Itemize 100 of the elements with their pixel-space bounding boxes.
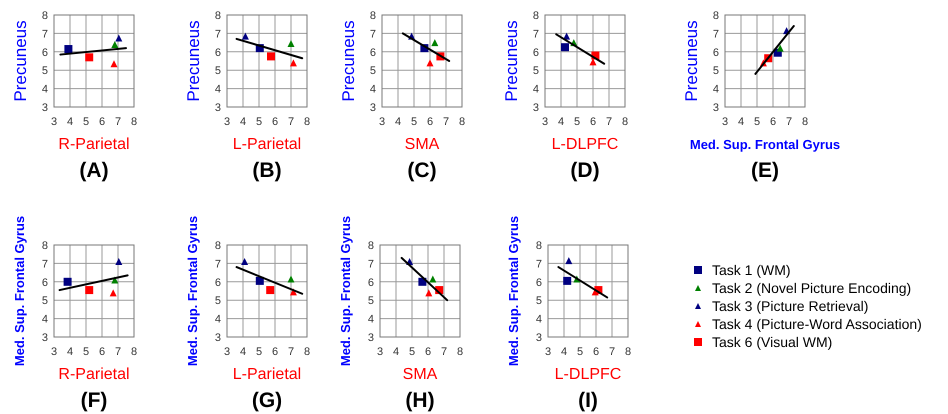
point — [431, 39, 438, 46]
y-tick-label: 4 — [214, 314, 221, 326]
x-tick-label: 4 — [240, 116, 246, 128]
point — [288, 40, 294, 48]
legend-label: Task 4 (Picture-Word Association) — [712, 316, 922, 332]
y-tick-label: 3 — [368, 332, 374, 344]
y-tick-label: 7 — [368, 258, 374, 270]
x-tick-label: 4 — [394, 116, 402, 128]
point — [85, 286, 94, 294]
x-axis-title: L-Parietal — [232, 136, 302, 153]
x-tick-label: 8 — [130, 116, 138, 128]
text: (E) — [751, 159, 779, 182]
y-axis-title: Precuneus — [11, 20, 30, 102]
x-axis-title: SMA — [402, 366, 438, 383]
y-axis-title: Med. Sup. Frontal Gyrus — [506, 216, 521, 366]
y-tick-label: 8 — [368, 240, 374, 252]
y-tick-label: 7 — [42, 258, 48, 270]
y-tick-label: 5 — [368, 295, 374, 308]
x-tick-label: 3 — [224, 116, 230, 128]
x-tick-label: 3 — [544, 346, 552, 358]
x-tick-label: 5 — [82, 346, 90, 358]
x-tick-label: 8 — [622, 116, 628, 128]
point — [115, 34, 122, 42]
y-tick-label: 4 — [42, 84, 48, 96]
text: (F) — [80, 389, 108, 412]
y-axis-title: Med. Sup. Frontal Gyrus — [338, 216, 353, 366]
point — [426, 59, 434, 66]
y-tick-label: 3 — [370, 102, 376, 114]
text: (G) — [252, 389, 282, 412]
x-tick-label: 6 — [272, 116, 278, 128]
y-tick-label: 7 — [532, 28, 539, 40]
x-tick-label: 3 — [378, 116, 386, 128]
y-tick-label: 5 — [712, 65, 719, 78]
y-tick-label: 7 — [214, 258, 221, 270]
x-tick-label: 7 — [442, 116, 450, 128]
x-tick-label: 5 — [256, 116, 262, 128]
y-tick-label: 7 — [42, 28, 48, 40]
text: (I) — [578, 389, 598, 412]
point — [429, 276, 436, 283]
point — [776, 44, 784, 52]
point — [565, 257, 572, 264]
x-tick-label: 3 — [224, 346, 230, 358]
point — [290, 59, 297, 66]
y-tick-label: 8 — [712, 10, 719, 22]
point — [110, 289, 117, 296]
text: (C) — [407, 159, 437, 182]
x-tick-label: 5 — [574, 116, 580, 128]
point — [64, 45, 72, 54]
y-tick-label: 8 — [42, 240, 48, 252]
y-tick-label: 8 — [536, 240, 542, 252]
y-tick-label: 8 — [214, 240, 221, 252]
x-tick-label: 7 — [608, 346, 616, 358]
y-tick-label: 5 — [42, 295, 48, 308]
text: (A) — [79, 159, 109, 182]
y-tick-label: 3 — [532, 102, 539, 114]
y-tick-label: 7 — [536, 258, 542, 270]
y-tick-label: 6 — [536, 276, 542, 289]
y-tick-label: 6 — [42, 46, 48, 59]
y-tick-label: 7 — [214, 28, 221, 40]
x-tick-label: 6 — [272, 346, 278, 358]
y-tick-label: 6 — [42, 276, 48, 289]
legend-label: Task 3 (Picture Retrieval) — [712, 298, 868, 314]
x-tick-label: 6 — [98, 346, 106, 358]
x-tick-label: 8 — [304, 346, 310, 358]
point — [266, 286, 274, 294]
y-tick-label: 8 — [532, 10, 539, 22]
x-tick-label: 4 — [240, 346, 246, 358]
x-tick-label: 7 — [786, 116, 792, 128]
y-tick-label: 3 — [42, 102, 48, 114]
x-tick-label: 7 — [440, 346, 448, 358]
y-tick-label: 8 — [42, 10, 48, 22]
y-tick-label: 5 — [214, 295, 221, 308]
x-tick-label: 5 — [754, 116, 760, 128]
x-tick-label: 4 — [558, 116, 564, 128]
point — [115, 258, 122, 266]
x-tick-label: 8 — [304, 116, 310, 128]
x-tick-label: 4 — [66, 346, 74, 358]
x-tick-label: 7 — [606, 116, 612, 128]
y-tick-label: 6 — [370, 46, 376, 59]
y-tick-label: 4 — [532, 84, 539, 96]
x-tick-label: 7 — [288, 346, 294, 358]
text: (D) — [570, 159, 600, 182]
y-tick-label: 8 — [214, 10, 221, 22]
y-tick-label: 3 — [214, 102, 221, 114]
y-tick-label: 6 — [368, 276, 374, 289]
y-tick-label: 6 — [712, 46, 719, 59]
x-tick-label: 8 — [802, 116, 808, 128]
y-axis-title: Med. Sup. Frontal Gyrus — [12, 216, 27, 366]
x-tick-label: 7 — [114, 116, 122, 128]
y-tick-label: 4 — [536, 314, 542, 326]
x-tick-label: 5 — [82, 116, 90, 128]
y-tick-label: 5 — [370, 65, 376, 78]
x-tick-label: 5 — [256, 346, 262, 358]
x-axis-title: Med. Sup. Frontal Gyrus — [690, 137, 840, 152]
x-axis-title: SMA — [404, 136, 440, 153]
y-tick-label: 3 — [214, 332, 221, 344]
x-tick-label: 5 — [576, 346, 584, 358]
point — [241, 258, 248, 266]
text: (B) — [252, 159, 282, 182]
point — [110, 60, 118, 68]
